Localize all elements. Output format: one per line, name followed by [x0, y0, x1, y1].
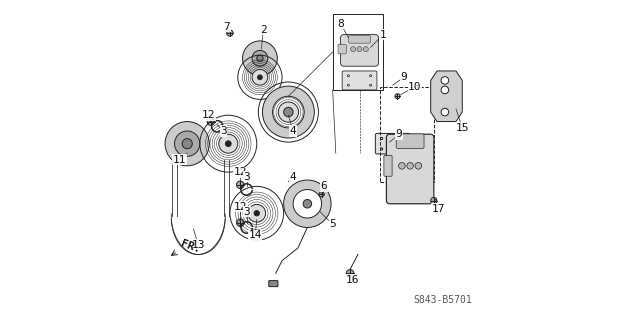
Circle shape	[346, 270, 354, 277]
Circle shape	[441, 86, 449, 94]
Text: 7: 7	[223, 22, 230, 32]
FancyBboxPatch shape	[269, 281, 278, 286]
FancyBboxPatch shape	[348, 35, 371, 43]
Text: 4: 4	[290, 126, 296, 136]
Circle shape	[441, 77, 449, 84]
Circle shape	[431, 197, 437, 204]
Circle shape	[399, 163, 405, 169]
Circle shape	[252, 50, 268, 66]
Circle shape	[403, 137, 405, 139]
Circle shape	[165, 122, 209, 166]
Circle shape	[257, 55, 263, 62]
Circle shape	[370, 84, 372, 86]
Text: S843-B5701: S843-B5701	[413, 295, 472, 305]
Circle shape	[364, 47, 369, 52]
Circle shape	[303, 199, 312, 208]
Circle shape	[348, 75, 349, 77]
Text: 12: 12	[202, 110, 216, 120]
Circle shape	[357, 47, 362, 52]
Circle shape	[284, 107, 293, 117]
Text: FR.: FR.	[179, 239, 202, 255]
Circle shape	[175, 131, 200, 156]
Text: 10: 10	[408, 82, 422, 92]
Text: 5: 5	[329, 219, 336, 229]
Text: 4: 4	[290, 172, 296, 182]
Circle shape	[395, 94, 400, 99]
FancyBboxPatch shape	[375, 133, 410, 154]
Circle shape	[381, 148, 383, 150]
Circle shape	[219, 134, 238, 153]
FancyBboxPatch shape	[396, 134, 424, 148]
Circle shape	[207, 118, 214, 125]
Circle shape	[252, 69, 268, 85]
Circle shape	[285, 109, 291, 115]
Text: 13: 13	[191, 240, 205, 250]
Text: 8: 8	[337, 19, 344, 28]
Circle shape	[182, 139, 192, 149]
Circle shape	[415, 163, 422, 169]
FancyBboxPatch shape	[338, 44, 346, 54]
Circle shape	[243, 41, 277, 76]
Text: 12: 12	[234, 202, 247, 212]
Text: 1: 1	[380, 30, 387, 40]
Text: 2: 2	[260, 25, 266, 35]
Circle shape	[370, 75, 372, 77]
Text: 12: 12	[234, 167, 247, 177]
Text: 9: 9	[401, 72, 407, 82]
FancyBboxPatch shape	[387, 134, 434, 204]
Circle shape	[381, 137, 383, 139]
Text: 3: 3	[243, 207, 250, 217]
Polygon shape	[431, 71, 462, 122]
Text: 6: 6	[321, 182, 328, 191]
Circle shape	[319, 192, 324, 197]
Text: 14: 14	[248, 230, 262, 241]
Circle shape	[248, 204, 266, 222]
Circle shape	[257, 75, 262, 80]
Text: 15: 15	[456, 123, 469, 133]
Circle shape	[407, 163, 413, 169]
Circle shape	[351, 47, 356, 52]
FancyBboxPatch shape	[384, 155, 392, 176]
Text: 16: 16	[346, 275, 360, 285]
Circle shape	[278, 102, 298, 122]
Text: 11: 11	[173, 154, 186, 165]
Circle shape	[225, 141, 231, 146]
Circle shape	[441, 108, 449, 116]
FancyBboxPatch shape	[340, 34, 378, 66]
Circle shape	[227, 30, 233, 36]
Text: 3: 3	[243, 172, 250, 182]
FancyBboxPatch shape	[342, 71, 377, 90]
Circle shape	[237, 219, 244, 226]
Text: 3: 3	[220, 126, 227, 136]
Text: 17: 17	[432, 204, 445, 213]
Text: 9: 9	[396, 129, 403, 139]
Circle shape	[254, 211, 259, 216]
Circle shape	[348, 84, 349, 86]
Circle shape	[237, 181, 244, 189]
Circle shape	[403, 148, 405, 150]
